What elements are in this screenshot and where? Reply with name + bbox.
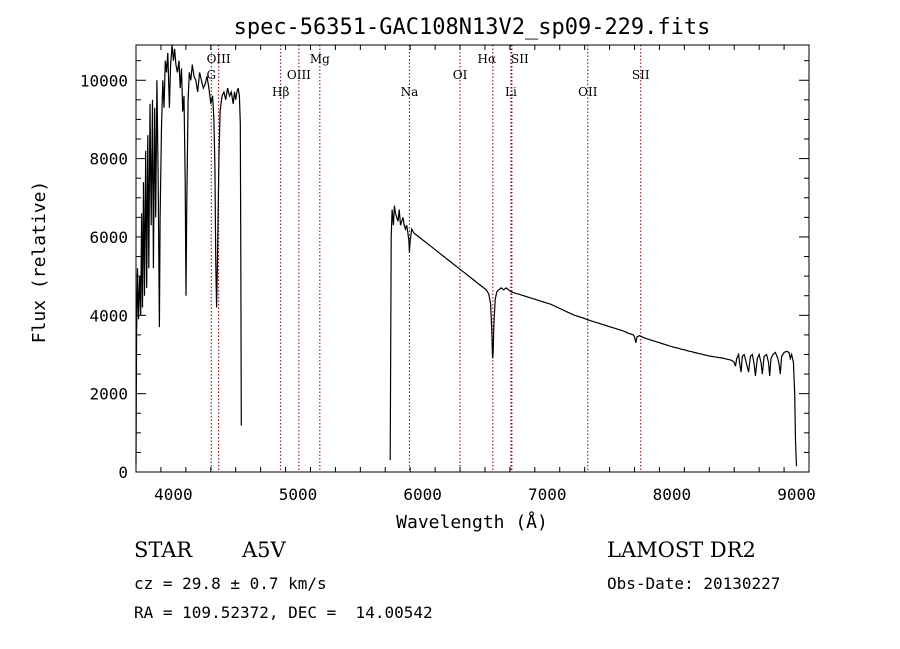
spectral-line-label: Li [505,85,517,99]
spectral-line-label: OII [578,85,598,99]
spectral-line-label: SII [632,68,650,82]
x-tick-label: 9000 [777,485,816,504]
y-axis: 0 2000 4000 6000 8000 10000 [80,60,809,482]
x-tick-label: 5000 [279,485,318,504]
y-tick-label: 4000 [89,306,128,325]
spectral-line-label: Hβ [272,85,289,99]
coordinates: RA = 109.52372, DEC = 14.00542 [134,603,433,622]
spectral-line-labels: G OIII Hβ OIII Mg Na OI Hα SII Li OII SII [206,52,649,99]
spectral-line-label: G [206,68,216,82]
object-type: STAR [134,538,193,562]
y-tick-label: 8000 [89,150,128,169]
spectral-line-label: OIII [287,68,311,82]
spectral-line-label: Na [401,85,419,99]
x-tick-label: 8000 [653,485,692,504]
x-tick-label: 6000 [403,485,442,504]
spectral-line-label: SII [511,52,529,66]
y-axis-label: Flux (relative) [29,181,50,344]
spectral-line-label: OI [453,68,468,82]
y-tick-label: 10000 [80,71,128,90]
spectral-line-label: OIII [207,52,231,66]
redshift-cz: cz = 29.8 ± 0.7 km/s [134,574,327,593]
spectral-class: A5V [242,538,286,562]
spectral-line-label: Hα [478,52,497,66]
x-axis: 4000 5000 6000 7000 8000 9000 [135,45,816,504]
spectrum-line [135,44,798,467]
y-tick-label: 2000 [89,385,128,404]
spectral-line-label: Mg [310,52,330,66]
x-tick-label: 7000 [528,485,567,504]
chart-title: spec-56351-GAC108N13V2_sp09-229.fits [234,15,711,40]
spectral-line-markers [210,45,642,472]
plot-frame [135,44,810,473]
survey-name: LAMOST DR2 [607,538,756,562]
x-tick-label: 4000 [154,485,193,504]
x-axis-label: Wavelength (Å) [396,511,548,533]
observation-date: Obs-Date: 20130227 [607,574,781,593]
y-tick-label: 6000 [89,228,128,247]
y-tick-label: 0 [118,463,128,482]
